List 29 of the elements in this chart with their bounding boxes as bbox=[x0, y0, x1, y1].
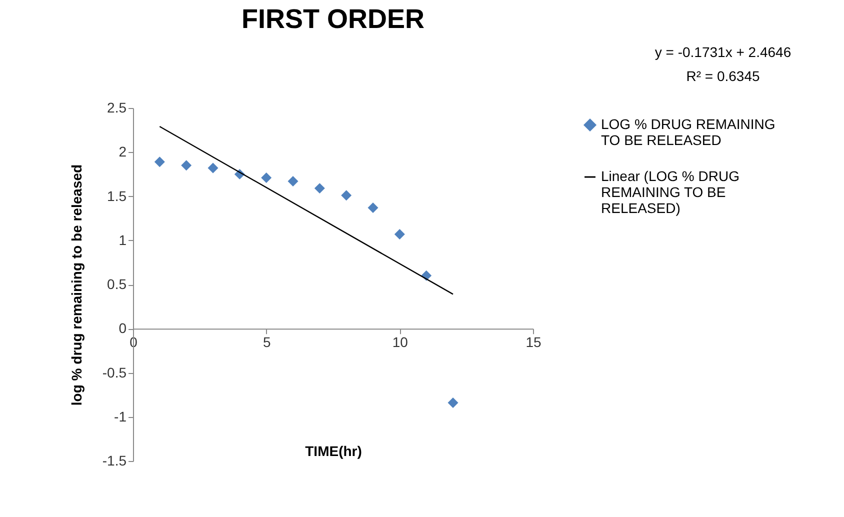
x-tick-label: 10 bbox=[392, 334, 408, 350]
y-tick-label: 2.5 bbox=[107, 100, 127, 116]
chart-title: FIRST ORDER bbox=[241, 4, 425, 34]
point bbox=[314, 183, 325, 194]
y-tick-label: -1.5 bbox=[102, 452, 127, 468]
text: y = -0.1731x + 2.4646 bbox=[654, 44, 792, 60]
point bbox=[208, 162, 218, 174]
text: R² = 0.6345 bbox=[686, 68, 760, 84]
x-tick-label: 5 bbox=[262, 334, 271, 350]
point bbox=[368, 202, 378, 213]
legend-label: Linear (LOG % DRUG REMAINING TO BE RELEASED) bbox=[601, 168, 740, 216]
point bbox=[394, 228, 405, 240]
legend-label: LOG % DRUG REMAINING TO BE RELEASED bbox=[601, 116, 776, 148]
x-axis-title: TIME(hr) bbox=[305, 443, 362, 460]
y-tick-label: 1.5 bbox=[107, 188, 127, 204]
y-tick-label: 1 bbox=[118, 232, 127, 248]
point bbox=[261, 172, 272, 183]
y-tick-label: -0.5 bbox=[102, 364, 127, 380]
point bbox=[154, 156, 165, 168]
y-tick-label: 0 bbox=[118, 320, 127, 336]
point bbox=[448, 398, 458, 408]
y-axis-title: log % drug remaining to be released bbox=[68, 164, 84, 406]
point bbox=[288, 176, 298, 186]
y-tick-label: 0.5 bbox=[107, 276, 127, 292]
point bbox=[341, 190, 352, 201]
y-tick-label: -1 bbox=[114, 408, 127, 424]
y-tick-label: 2 bbox=[118, 144, 127, 160]
point bbox=[181, 160, 192, 171]
x-tick-label: 15 bbox=[526, 334, 542, 350]
